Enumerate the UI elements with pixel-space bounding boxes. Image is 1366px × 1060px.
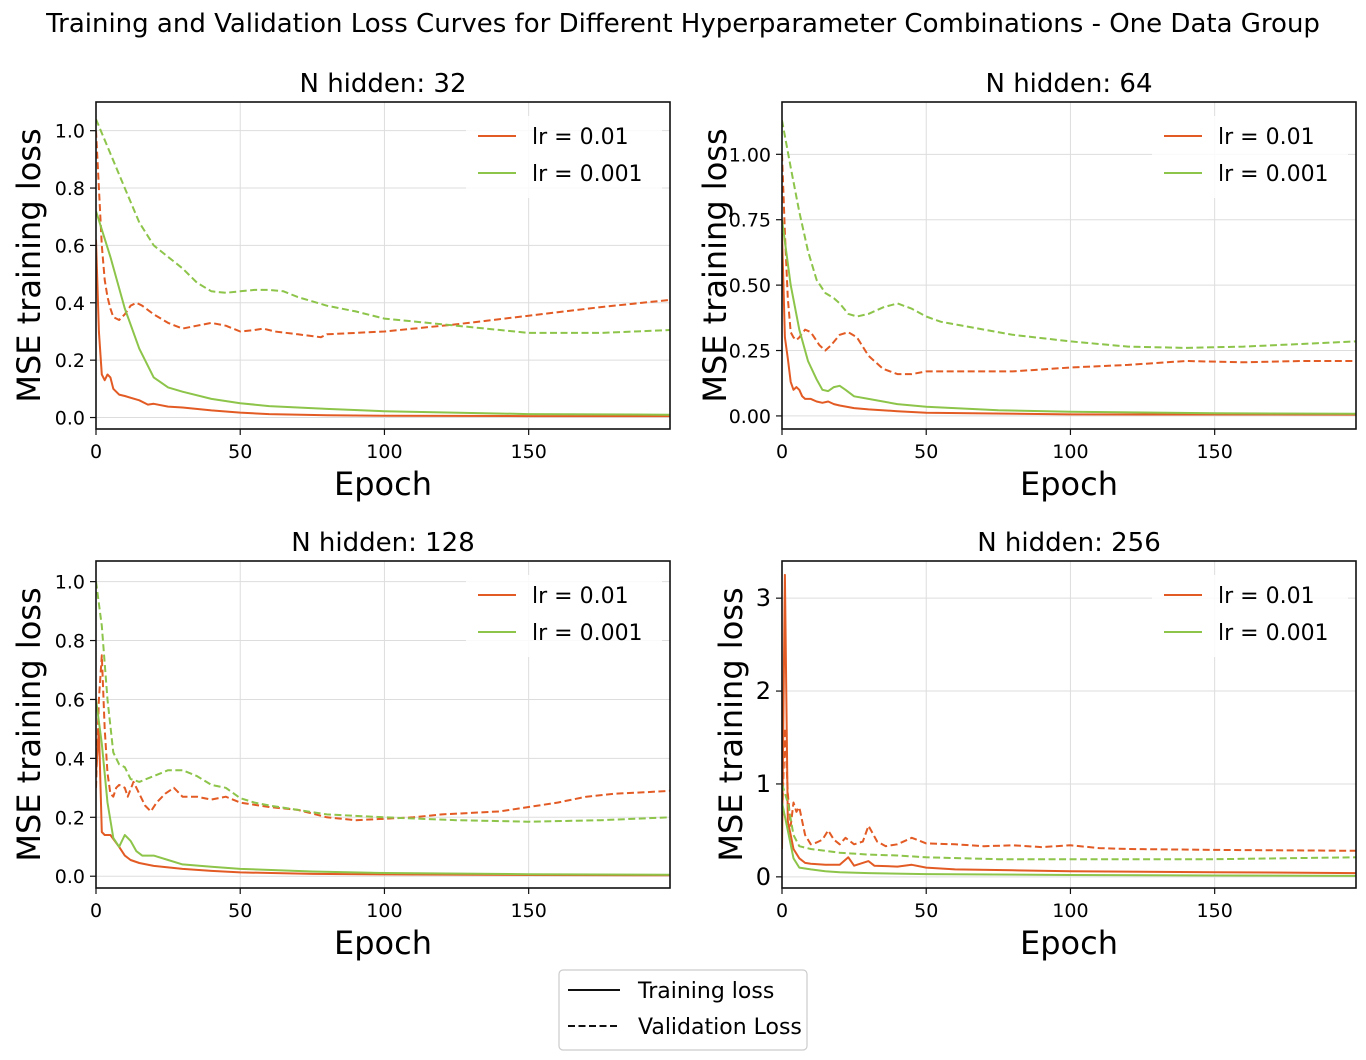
y-tick-label: 2 — [756, 677, 771, 705]
x-tick-label: 50 — [228, 441, 252, 463]
y-axis-label: MSE training loss — [712, 587, 750, 861]
x-axis-label: Epoch — [1020, 924, 1118, 962]
y-tick-label: 3 — [756, 584, 771, 612]
x-tick-label: 0 — [776, 441, 788, 463]
x-tick-label: 50 — [914, 900, 938, 922]
series-line-validation — [782, 154, 1356, 376]
legend-label: lr = 0.001 — [1218, 621, 1329, 646]
y-tick-label: 0.75 — [729, 210, 771, 232]
series-line-training — [96, 210, 670, 416]
plot-area — [96, 581, 670, 877]
x-tick-label: 100 — [1052, 900, 1088, 922]
y-tick-label: 0.50 — [729, 275, 771, 297]
series-line-training — [782, 802, 1356, 877]
plot-area — [782, 120, 1356, 416]
x-tick-label: 0 — [90, 900, 102, 922]
y-axis-label: MSE training loss — [10, 128, 48, 402]
figure-title: Training and Validation Loss Curves for … — [45, 9, 1320, 39]
series-line-validation — [782, 783, 1356, 861]
subplot-legend: lr = 0.01 lr = 0.001 — [1152, 116, 1348, 198]
x-tick-label: 100 — [366, 900, 402, 922]
subplot-4: 0 50 100 150 0 1 2 3 N hidden: 256 Epoch MSE train… — [712, 528, 1357, 962]
subplot-legend: lr = 0.01 lr = 0.001 — [1152, 575, 1348, 657]
plot-area — [96, 118, 670, 418]
axes-frame — [95, 560, 671, 889]
subplot-title: N hidden: 32 — [299, 69, 466, 99]
axes-frame — [95, 101, 671, 430]
x-axis-label: Epoch — [1020, 465, 1118, 503]
subplot-title: N hidden: 256 — [977, 528, 1161, 558]
y-tick-label: 0.25 — [729, 341, 771, 363]
x-tick-label: 100 — [366, 441, 402, 463]
x-tick-label: 150 — [511, 900, 547, 922]
y-tick-label: 0.8 — [55, 178, 85, 200]
figure-legend-label: Training loss — [637, 979, 774, 1004]
series-line-validation — [96, 130, 670, 339]
x-tick-label: 100 — [1052, 441, 1088, 463]
figure-legend-label: Validation Loss — [638, 1015, 802, 1040]
y-tick-label: 0.0 — [55, 866, 85, 888]
x-tick-label: 150 — [1197, 441, 1233, 463]
axes-frame — [781, 560, 1357, 889]
y-tick-label: 0.6 — [55, 235, 85, 257]
y-tick-label: 0.00 — [729, 406, 771, 428]
legend-label: lr = 0.001 — [532, 621, 643, 646]
y-axis-label: MSE training loss — [10, 587, 48, 861]
subplot-title: N hidden: 128 — [291, 528, 475, 558]
legend-label: lr = 0.001 — [1218, 162, 1329, 187]
series-line-validation — [96, 654, 670, 822]
y-tick-label: 1 — [756, 770, 771, 798]
x-tick-label: 150 — [1197, 900, 1233, 922]
legend-label: lr = 0.01 — [532, 125, 629, 150]
y-tick-label: 1.00 — [729, 144, 771, 166]
x-tick-label: 0 — [90, 441, 102, 463]
x-axis-label: Epoch — [334, 465, 432, 503]
legend-label: lr = 0.01 — [1218, 125, 1315, 150]
subplot-3: 0 50 100 150 0.0 0.2 0.4 0.6 0.8 1.0 N hidden: 128… — [10, 528, 671, 962]
y-tick-label: 0.2 — [55, 350, 85, 372]
y-tick-label: 1.0 — [55, 572, 85, 594]
y-tick-label: 0.8 — [55, 631, 85, 653]
figure-legend: Training loss Validation Loss — [558, 969, 808, 1051]
subplot-legend: lr = 0.01 lr = 0.001 — [466, 116, 662, 198]
subplot-title: N hidden: 64 — [985, 69, 1152, 99]
series-line-validation — [782, 727, 1356, 852]
series-line-training — [96, 239, 670, 418]
y-axis-label: MSE training loss — [696, 128, 734, 402]
subplot-1: 0 50 100 150 0.0 0.2 0.4 0.6 0.8 1.0 N hidden: 32 E… — [10, 69, 671, 503]
plot-area — [782, 573, 1356, 877]
y-tick-label: 1.0 — [55, 121, 85, 143]
series-line-validation — [96, 581, 670, 823]
series-line-training — [96, 727, 670, 877]
x-axis-label: Epoch — [334, 924, 432, 962]
y-tick-label: 0.6 — [55, 689, 85, 711]
subplot-2: 0 50 100 150 0.00 0.25 0.50 0.75 1.00 N hidden: 6… — [696, 69, 1357, 503]
y-tick-label: 0.2 — [55, 807, 85, 829]
series-line-training — [782, 219, 1356, 415]
x-tick-label: 50 — [914, 441, 938, 463]
series-line-training — [782, 573, 1356, 875]
legend-label: lr = 0.01 — [532, 584, 629, 609]
x-tick-label: 150 — [511, 441, 547, 463]
y-tick-label: 0 — [756, 863, 771, 891]
legend-label: lr = 0.001 — [532, 162, 643, 187]
x-tick-label: 50 — [228, 900, 252, 922]
y-tick-label: 0.4 — [55, 748, 85, 770]
series-line-validation — [96, 118, 670, 334]
series-line-training — [782, 232, 1356, 416]
series-line-validation — [782, 120, 1356, 349]
axes-frame — [781, 101, 1357, 430]
x-tick-label: 0 — [776, 900, 788, 922]
series-line-training — [96, 699, 670, 876]
legend-label: lr = 0.01 — [1218, 584, 1315, 609]
subplot-legend: lr = 0.01 lr = 0.001 — [466, 575, 662, 657]
y-tick-label: 0.4 — [55, 293, 85, 315]
y-tick-label: 0.0 — [55, 408, 85, 430]
